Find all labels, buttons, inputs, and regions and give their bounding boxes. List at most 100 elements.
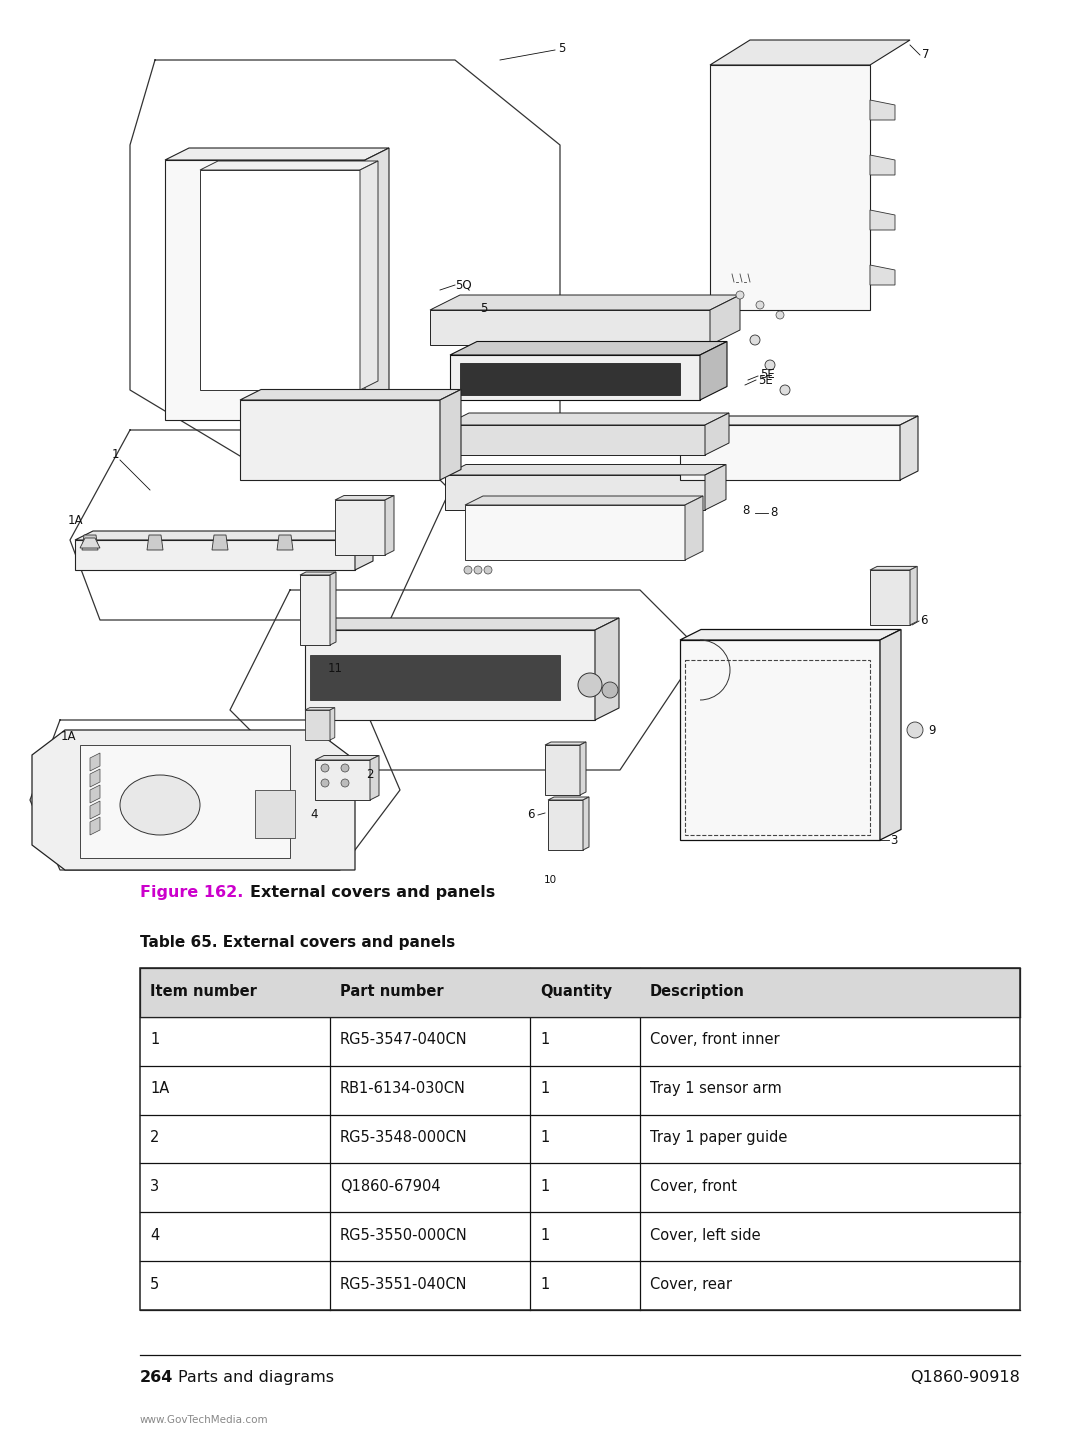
Polygon shape <box>147 535 163 550</box>
Text: Description: Description <box>650 984 745 999</box>
Circle shape <box>474 566 482 573</box>
Circle shape <box>341 764 349 772</box>
Circle shape <box>750 335 760 345</box>
Text: 8: 8 <box>743 503 750 516</box>
Text: RB1-6134-030CN: RB1-6134-030CN <box>340 1082 465 1096</box>
Text: 264: 264 <box>140 1369 174 1385</box>
Text: 10: 10 <box>543 875 556 885</box>
Polygon shape <box>870 566 917 570</box>
Text: Cover, front: Cover, front <box>650 1180 737 1194</box>
Text: 1: 1 <box>540 1033 550 1048</box>
Polygon shape <box>710 40 910 65</box>
Polygon shape <box>583 798 589 851</box>
Bar <box>140 969 1020 1311</box>
Polygon shape <box>710 65 870 310</box>
Polygon shape <box>75 540 355 570</box>
Text: 5: 5 <box>480 302 487 315</box>
Polygon shape <box>465 504 685 560</box>
Text: Parts and diagrams: Parts and diagrams <box>178 1369 334 1385</box>
Polygon shape <box>315 760 370 800</box>
Text: Part number: Part number <box>340 984 444 999</box>
Polygon shape <box>450 342 727 355</box>
Text: RG5-3550-000CN: RG5-3550-000CN <box>340 1229 468 1243</box>
Polygon shape <box>240 399 440 480</box>
Text: 1: 1 <box>540 1229 550 1243</box>
Circle shape <box>321 779 329 787</box>
Polygon shape <box>370 756 379 800</box>
Text: 2: 2 <box>366 769 374 782</box>
Text: 5E: 5E <box>758 374 773 387</box>
Text: 1: 1 <box>540 1082 550 1096</box>
Polygon shape <box>200 161 378 170</box>
Text: 11: 11 <box>327 661 342 674</box>
Polygon shape <box>545 744 580 795</box>
Polygon shape <box>595 618 619 720</box>
Text: 1: 1 <box>540 1180 550 1194</box>
Text: RG5-3548-000CN: RG5-3548-000CN <box>340 1131 468 1145</box>
Text: 6: 6 <box>920 614 928 627</box>
Circle shape <box>341 779 349 787</box>
Text: External covers and panels: External covers and panels <box>249 885 496 900</box>
Polygon shape <box>305 618 619 629</box>
Polygon shape <box>384 496 394 555</box>
Text: Cover, left side: Cover, left side <box>650 1229 760 1243</box>
Polygon shape <box>460 364 680 395</box>
Polygon shape <box>365 148 389 420</box>
Polygon shape <box>305 707 335 710</box>
Circle shape <box>578 673 602 697</box>
Polygon shape <box>900 415 918 480</box>
Text: Cover, rear: Cover, rear <box>650 1277 732 1292</box>
Polygon shape <box>90 800 100 819</box>
Polygon shape <box>870 264 895 285</box>
Text: Item number: Item number <box>150 984 257 999</box>
Circle shape <box>464 566 472 573</box>
Circle shape <box>907 721 923 739</box>
Text: 7: 7 <box>922 49 930 62</box>
Text: 8: 8 <box>770 506 778 520</box>
Text: Table 65. External covers and panels: Table 65. External covers and panels <box>140 935 456 950</box>
Text: 1: 1 <box>540 1131 550 1145</box>
Polygon shape <box>548 800 583 851</box>
Text: 9: 9 <box>928 723 935 737</box>
Polygon shape <box>880 629 901 841</box>
Text: 4: 4 <box>310 809 318 822</box>
Circle shape <box>321 764 329 772</box>
Text: 5: 5 <box>558 42 565 55</box>
Polygon shape <box>90 818 100 835</box>
Polygon shape <box>80 744 291 858</box>
Text: 1: 1 <box>150 1033 159 1048</box>
Polygon shape <box>440 389 461 480</box>
Polygon shape <box>580 741 586 795</box>
Polygon shape <box>355 532 373 570</box>
Polygon shape <box>445 476 705 510</box>
Polygon shape <box>430 310 710 345</box>
Text: 1A: 1A <box>67 513 83 526</box>
Circle shape <box>735 292 744 299</box>
Text: 1: 1 <box>111 448 119 461</box>
Text: 5: 5 <box>150 1277 159 1292</box>
Text: Q1860-90918: Q1860-90918 <box>910 1369 1020 1385</box>
Polygon shape <box>165 160 365 420</box>
Polygon shape <box>75 532 373 540</box>
Text: Quantity: Quantity <box>540 984 612 999</box>
Bar <box>140 969 1020 1017</box>
Polygon shape <box>870 570 910 625</box>
Text: www.GovTechMedia.com: www.GovTechMedia.com <box>140 1415 269 1426</box>
Polygon shape <box>330 572 336 645</box>
Polygon shape <box>32 730 355 869</box>
Text: Q1860-67904: Q1860-67904 <box>340 1180 441 1194</box>
Polygon shape <box>705 412 729 456</box>
Circle shape <box>602 683 618 698</box>
Polygon shape <box>90 753 100 772</box>
Polygon shape <box>305 629 595 720</box>
Polygon shape <box>545 741 586 744</box>
Polygon shape <box>335 500 384 555</box>
Text: 1A: 1A <box>60 730 76 743</box>
Polygon shape <box>300 575 330 645</box>
Text: Tray 1 sensor arm: Tray 1 sensor arm <box>650 1082 782 1096</box>
Polygon shape <box>276 535 293 550</box>
Polygon shape <box>710 295 740 345</box>
Polygon shape <box>430 295 740 310</box>
Text: RG5-3547-040CN: RG5-3547-040CN <box>340 1033 468 1048</box>
Polygon shape <box>90 785 100 803</box>
